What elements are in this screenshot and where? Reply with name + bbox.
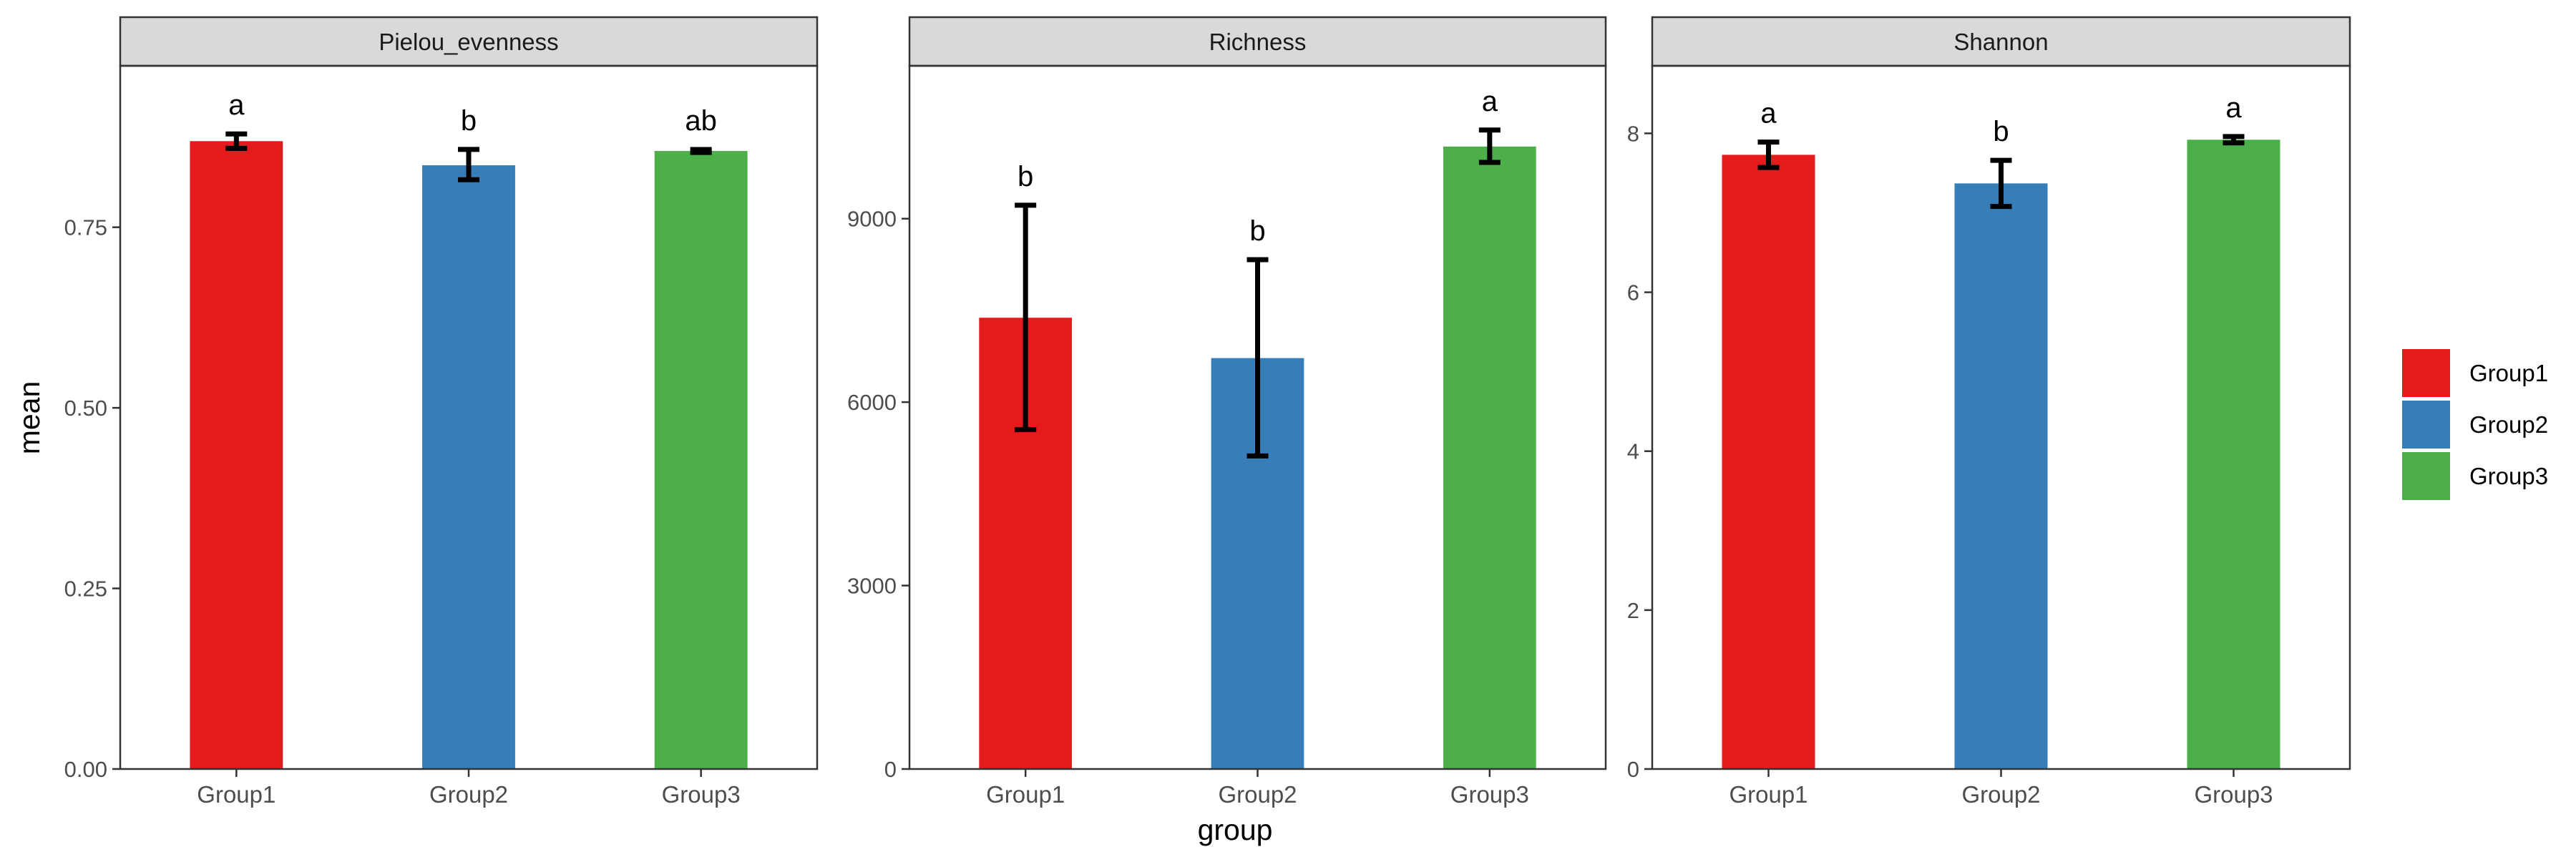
y-axis-title: mean xyxy=(13,381,46,455)
x-axis-title: group xyxy=(1198,813,1273,846)
y-tick-label: 4 xyxy=(1627,439,1639,464)
x-tick-label: Group1 xyxy=(986,781,1065,808)
legend-label: Group1 xyxy=(2469,360,2548,386)
x-tick-label: Group3 xyxy=(662,781,741,808)
error-bar-group3 xyxy=(690,147,712,155)
bar-group3 xyxy=(1443,146,1536,769)
facet-strip xyxy=(1651,16,2351,67)
bar-group2 xyxy=(1954,183,2048,770)
y-tick-label: 8 xyxy=(1627,121,1639,146)
facet-strip xyxy=(908,16,1607,67)
error-bar-group1 xyxy=(1015,202,1037,433)
significance-letter: b xyxy=(1018,161,1033,192)
significance-letter: a xyxy=(1482,86,1498,117)
bar-group1 xyxy=(190,141,283,770)
legend-label: Group3 xyxy=(2469,463,2548,489)
legend-key-group3 xyxy=(2402,452,2450,500)
significance-letter: a xyxy=(2225,92,2242,124)
legend-label: Group2 xyxy=(2469,411,2548,438)
significance-letter: b xyxy=(461,105,477,137)
bar-group2 xyxy=(422,165,515,769)
significance-letter: a xyxy=(228,89,245,121)
y-tick-label: 0.50 xyxy=(64,396,107,421)
x-tick-label: Group1 xyxy=(197,781,275,808)
error-bar-group2 xyxy=(1990,157,2012,210)
y-tick-label: 3000 xyxy=(847,574,897,599)
facet-strip xyxy=(119,16,819,67)
significance-letter: ab xyxy=(685,105,717,137)
legend-key-group1 xyxy=(2402,349,2450,397)
bar-group3 xyxy=(654,151,748,769)
y-tick-label: 0.25 xyxy=(64,577,107,602)
x-tick-label: Group2 xyxy=(1961,781,2040,808)
error-bar-group3 xyxy=(1478,127,1501,165)
x-tick-label: Group2 xyxy=(1218,781,1297,808)
facet-strip-label: Pielou_evenness xyxy=(379,29,558,55)
y-tick-label: 6000 xyxy=(847,390,897,415)
x-tick-label: Group1 xyxy=(1729,781,1807,808)
x-tick-label: Group2 xyxy=(429,781,508,808)
y-tick-label: 0.00 xyxy=(64,757,107,782)
facet-strip-label: Richness xyxy=(1209,29,1307,55)
legend: Group1 Group2 Group3 xyxy=(2402,349,2548,500)
y-tick-label: 0 xyxy=(1627,757,1639,782)
error-bar-group1 xyxy=(225,131,248,151)
x-tick-label: Group3 xyxy=(1450,781,1529,808)
y-tick-label: 0 xyxy=(884,757,897,782)
error-bar-group2 xyxy=(458,147,479,182)
bar-group3 xyxy=(2187,139,2280,769)
y-tick-label: 2 xyxy=(1627,598,1639,623)
significance-letter: a xyxy=(1760,98,1777,129)
x-tick-label: Group3 xyxy=(2194,781,2273,808)
facet-strip-label: Shannon xyxy=(1953,29,2048,55)
error-bar-group1 xyxy=(1757,139,1780,170)
error-bar-group3 xyxy=(2223,134,2245,146)
significance-letter: b xyxy=(1993,116,2009,147)
y-tick-label: 0.75 xyxy=(64,215,107,240)
legend-key-group2 xyxy=(2402,401,2450,449)
y-tick-label: 9000 xyxy=(847,207,897,232)
significance-letter: b xyxy=(1249,215,1265,247)
error-bar-group2 xyxy=(1246,257,1269,459)
bar-group1 xyxy=(1722,155,1815,770)
y-tick-label: 6 xyxy=(1627,280,1639,305)
facet-panel-2: Richness b b a 0 3000 6000 9000 Group1 Group2 Grou… xyxy=(847,16,1607,808)
facet-panel-3: Shannon a b a 0 2 4 6 8 Group1 Group2 Group3 xyxy=(1627,16,2351,808)
